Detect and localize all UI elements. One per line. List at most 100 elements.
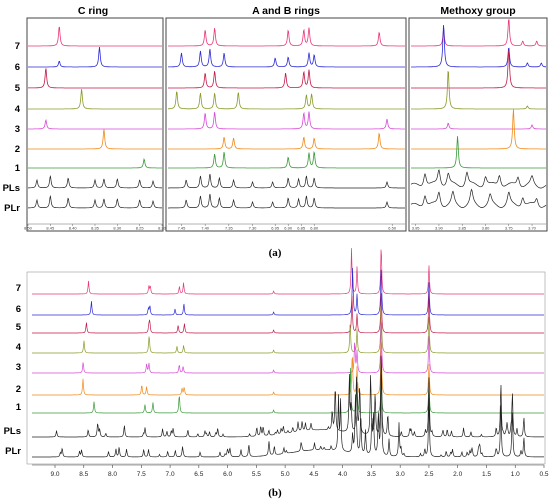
- tick-label-b-2: 8.0: [108, 471, 117, 478]
- trace-a-2-1: [411, 24, 546, 68]
- tick-label-b-4: 7.0: [166, 471, 175, 478]
- trace-b-3: [32, 305, 544, 354]
- trace-a-2-2: [411, 49, 546, 89]
- panel-b: 7 6 5 4 3 2 1 PLs PLr 9.0 8.5 8.0 7.5 7.0 6.5 6.0 5.5 5.…: [4, 248, 549, 499]
- trace-a-0-5: [28, 129, 162, 150]
- tick-label-b-7: 5.5: [252, 471, 261, 478]
- tick-label-b-12: 3.0: [396, 471, 405, 478]
- tick-label-a-1-8: 6.50: [388, 226, 397, 231]
- trace-a-2-7: [410, 169, 547, 189]
- trace-b-6: [32, 367, 544, 414]
- row-label-b-7: PLs: [4, 426, 21, 437]
- tick-label-a-0-0: 8.50: [24, 226, 33, 231]
- row-label-a-2: 5: [15, 83, 21, 94]
- row-label-a-6: 1: [15, 163, 21, 174]
- tick-label-a-1-1: 7.40: [201, 226, 210, 231]
- row-label-b-6: 1: [16, 402, 22, 413]
- trace-a-0-8: [28, 195, 162, 209]
- tick-label-b-10: 4.0: [338, 471, 347, 478]
- tick-label-a-0-5: 8.25: [136, 226, 145, 231]
- trace-b-7: [32, 355, 544, 438]
- trace-b-5: [32, 342, 544, 396]
- row-label-a-5: 2: [15, 144, 20, 155]
- trace-b-4: [32, 322, 544, 374]
- trace-a-0-7: [28, 175, 162, 189]
- row-label-a-7: PLs: [3, 183, 20, 194]
- tick-label-b-14: 2.0: [453, 471, 462, 478]
- title-methoxy: Methoxy group: [440, 5, 515, 17]
- panel-b-traces: [32, 248, 544, 458]
- tick-label-a-2-3: 3.80: [482, 226, 491, 231]
- row-label-b-8: PLr: [5, 446, 21, 457]
- panel-a: C ring A and B rings Methoxy group 7 6 5 4 3…: [3, 5, 548, 259]
- frame-c-ring: [26, 17, 164, 232]
- caption-a: (a): [269, 247, 282, 259]
- trace-b-0: [32, 248, 544, 295]
- row-label-b-2: 5: [16, 322, 22, 333]
- tick-label-b-17: 0.5: [539, 471, 548, 478]
- tick-label-a-2-4: 3.75: [505, 226, 514, 231]
- trace-a-2-6: [411, 136, 546, 169]
- trace-a-1-3: [168, 91, 405, 110]
- trace-a-2-5: [411, 109, 546, 150]
- tick-label-a-1-5: 6.90: [284, 226, 293, 231]
- trace-a-1-4: [168, 111, 405, 130]
- row-label-b-0: 7: [16, 283, 21, 294]
- trace-a-2-0: [411, 19, 546, 47]
- trace-a-1-2: [168, 69, 405, 89]
- trace-a-0-0: [28, 26, 162, 47]
- row-label-a-8: PLr: [4, 203, 20, 214]
- panel-a-ticks: 8.50 8.45 8.40 8.35 8.30 8.25 8.20 7.45 7.40 7.35…: [24, 223, 546, 231]
- trace-a-1-8: [168, 193, 405, 209]
- tick-label-a-0-6: 8.20: [158, 226, 167, 231]
- tick-label-b-11: 3.5: [367, 471, 376, 478]
- trace-a-0-4: [28, 118, 162, 130]
- trace-a-1-5: [168, 132, 405, 150]
- tick-label-b-0: 9.0: [50, 471, 59, 478]
- panel-a-traces: [28, 19, 547, 209]
- trace-a-2-8: [410, 188, 547, 208]
- tick-label-a-0-3: 8.35: [91, 226, 100, 231]
- row-label-a-0: 7: [15, 41, 20, 52]
- tick-label-a-1-6: 6.85: [297, 226, 306, 231]
- tick-label-a-1-2: 7.35: [225, 226, 234, 231]
- tick-label-a-2-2: 3.85: [458, 226, 467, 231]
- trace-a-0-2: [28, 68, 162, 89]
- tick-label-a-0-2: 8.40: [69, 226, 78, 231]
- caption-b: (b): [268, 487, 282, 499]
- frame-ab-rings: [165, 17, 407, 232]
- tick-label-b-13: 2.5: [424, 471, 433, 478]
- trace-b-2: [32, 293, 544, 334]
- frame-b: [26, 271, 546, 465]
- tick-label-a-2-5: 3.70: [528, 226, 537, 231]
- row-label-a-1: 6: [15, 62, 20, 73]
- tick-label-a-0-1: 8.45: [46, 226, 55, 231]
- trace-a-1-1: [168, 48, 405, 68]
- frame-methoxy: [408, 17, 548, 232]
- trace-a-2-4: [411, 122, 546, 130]
- title-ab-rings: A and B rings: [252, 5, 320, 17]
- trace-b-8: [32, 374, 544, 458]
- trace-a-1-6: [168, 150, 405, 169]
- tick-label-b-8: 5.0: [281, 471, 290, 478]
- tick-label-a-1-7: 6.80: [310, 226, 319, 231]
- trace-b-1: [32, 267, 544, 316]
- trace-a-1-7: [168, 173, 405, 189]
- tick-label-b-15: 1.5: [482, 471, 491, 478]
- tick-label-a-2-0: 3.95: [412, 226, 421, 231]
- tick-label-b-5: 6.5: [194, 471, 203, 478]
- panel-a-row-labels: 7 6 5 4 3 2 1 PLs PLr: [3, 41, 21, 214]
- trace-a-0-6: [28, 157, 162, 169]
- trace-a-2-3: [411, 70, 546, 110]
- row-label-a-4: 3: [15, 124, 20, 135]
- row-label-b-3: 4: [16, 342, 22, 353]
- tick-label-b-16: 1.0: [511, 471, 520, 478]
- row-label-a-3: 4: [15, 104, 21, 115]
- row-label-b-5: 2: [16, 384, 21, 395]
- trace-a-0-1: [28, 46, 162, 68]
- tick-label-b-6: 6.0: [223, 471, 232, 478]
- row-label-b-4: 3: [16, 362, 21, 373]
- tick-label-a-1-3: 7.30: [249, 226, 258, 231]
- tick-label-a-1-0: 7.45: [178, 226, 187, 231]
